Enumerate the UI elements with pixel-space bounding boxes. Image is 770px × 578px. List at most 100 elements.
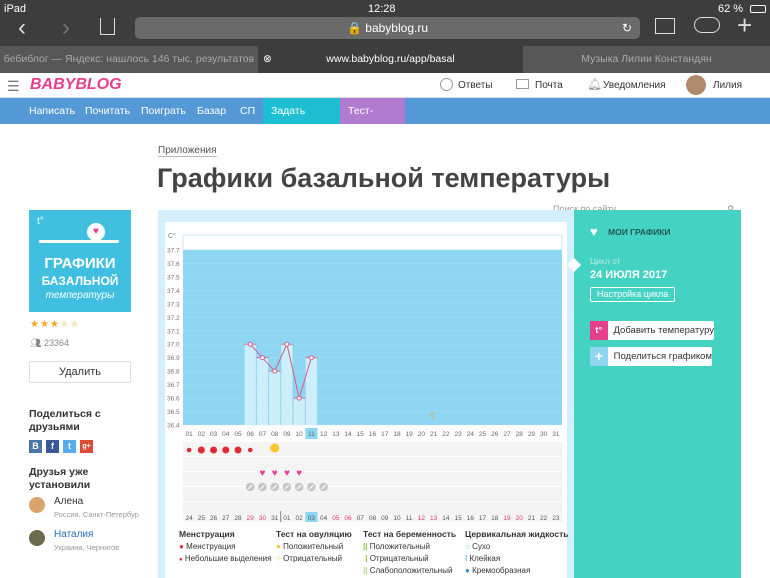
tab-music[interactable]: Музыка Лилии Констандян: [581, 53, 712, 65]
share-chart-button[interactable]: + Поделиться графиком: [590, 347, 712, 366]
nav-read[interactable]: Почитать: [85, 105, 131, 117]
tab-yandex[interactable]: бебиблог — Яндекс: нашлось 146 тыс. резу…: [3, 53, 255, 65]
rating-stars[interactable]: ★★★★★: [30, 319, 80, 330]
users-count: 👥︎ 23364: [30, 338, 69, 349]
x-tick-label: 05: [234, 431, 242, 438]
positive-circle-icon: ●: [276, 542, 281, 551]
reload-icon[interactable]: ↻: [621, 21, 632, 35]
x-tick-label: 13: [332, 431, 340, 438]
friend-avatar[interactable]: [29, 497, 45, 513]
temperature-point: [308, 355, 314, 361]
legend-item: Сухо: [472, 542, 491, 551]
friend-name[interactable]: Алена: [54, 496, 84, 507]
users-count-value: 23364: [43, 338, 69, 348]
star-icon[interactable]: ★: [69, 319, 80, 330]
marker-row: [183, 472, 562, 486]
date-label: 24: [185, 515, 193, 522]
nav-bazaar[interactable]: Базар: [197, 105, 227, 117]
legend-ovulation: Тест на овуляцию ● Положительный ○ Отриц…: [276, 529, 352, 563]
user-name[interactable]: Лилия: [713, 80, 742, 91]
tab-basal-active[interactable]: ⊗ www.babyblog.ru/app/basal: [258, 46, 523, 73]
temperature-chart[interactable]: C° 37.7 37.6 37.5 37.4 37.3 37.2 37.1 37.0 36.9 36…: [165, 222, 567, 522]
share-title: Поделиться с друзьями: [29, 408, 101, 433]
date-label: 19: [503, 515, 511, 522]
my-charts-title[interactable]: МОИ ГРАФИКИ: [608, 227, 671, 237]
date-label: 08: [369, 515, 377, 522]
address-bar[interactable]: 🔒 babyblog.ru ↻: [135, 17, 640, 39]
nav-test-drive[interactable]: Тест-драйв: [340, 98, 405, 143]
x-tick-label: 08: [271, 431, 279, 438]
x-tick-label: 14: [344, 431, 352, 438]
delete-button[interactable]: Удалить: [29, 361, 131, 383]
legend-item: Клейкая: [469, 554, 501, 563]
breadcrumb[interactable]: Приложения: [158, 145, 217, 157]
spotting-drop-icon: [247, 447, 253, 453]
star-icon[interactable]: ★: [49, 319, 60, 330]
date-label: 17: [479, 515, 487, 522]
button-label: Поделиться графиком: [613, 351, 712, 362]
logo-line: температуры: [45, 290, 115, 301]
twitter-share-button[interactable]: t: [63, 440, 76, 453]
nav-sp[interactable]: СП: [240, 105, 256, 117]
back-icon[interactable]: ‹: [18, 14, 26, 41]
plot-header: [182, 234, 563, 251]
x-tick-label: 10: [296, 431, 304, 438]
facebook-share-button[interactable]: f: [46, 440, 59, 453]
google-plus-share-button[interactable]: g+: [80, 440, 93, 453]
date-label: 04: [320, 515, 328, 522]
avatar[interactable]: [686, 75, 706, 95]
x-tick-label: 01: [185, 431, 193, 438]
date-label: 26: [210, 515, 218, 522]
menu-icon[interactable]: ☰: [7, 78, 20, 94]
new-tab-icon[interactable]: +: [737, 10, 753, 40]
temperature-point: [284, 341, 290, 347]
share-icon[interactable]: [100, 18, 115, 35]
star-icon[interactable]: ★: [59, 319, 70, 330]
heart-icon: ♥: [284, 468, 290, 479]
cycle-settings-button[interactable]: Настройка цикла: [590, 287, 676, 302]
temperature-bar: [305, 357, 317, 425]
mail-link[interactable]: Почта: [535, 80, 563, 91]
logo-curve: [39, 240, 119, 243]
menstruation-drop-icon: [197, 446, 205, 454]
gray-mark-slash: [272, 484, 278, 490]
forward-icon[interactable]: ›: [62, 14, 70, 41]
faint-lines-icon: ||: [363, 566, 368, 575]
y-tick-label: 37.1: [167, 328, 180, 335]
nav-play[interactable]: Поиграть: [141, 105, 186, 117]
x-tick-label: 17: [381, 431, 389, 438]
logo-line: ГРАФИКИ: [44, 255, 116, 272]
date-label: 18: [491, 515, 499, 522]
answers-link[interactable]: Ответы: [458, 80, 493, 91]
cloud-tabs-icon[interactable]: [694, 17, 720, 33]
y-tick-label: 36.4: [167, 423, 180, 430]
date-label: 22: [540, 515, 548, 522]
menstruation-drop-icon: [222, 446, 230, 454]
bookmarks-icon[interactable]: [655, 18, 675, 34]
nav-write[interactable]: Написать: [29, 105, 76, 117]
date-label: 23: [552, 515, 560, 522]
one-line-icon: |: [363, 554, 368, 563]
gray-mark-slash: [260, 484, 265, 490]
close-tab-icon[interactable]: ⊗: [263, 53, 272, 65]
add-temperature-button[interactable]: t° Добавить температуру: [590, 321, 714, 340]
dry-icon: ○: [465, 542, 470, 551]
search-icon[interactable]: ⚲: [727, 204, 734, 214]
vk-share-button[interactable]: В: [29, 440, 42, 453]
babyblog-logo[interactable]: BABYBLOG: [30, 76, 122, 93]
heart-icon: ♥: [272, 468, 278, 479]
x-tick-label: 09: [283, 431, 291, 438]
friend-avatar[interactable]: [29, 530, 45, 546]
star-icon[interactable]: ★: [39, 319, 50, 330]
date-label: 30: [259, 515, 267, 522]
star-icon[interactable]: ★: [30, 319, 40, 330]
friend-name[interactable]: Наталия: [54, 529, 94, 540]
x-tick-label: 27: [503, 431, 511, 438]
legend-title: Менструация: [179, 529, 235, 539]
battery-icon: [750, 5, 766, 13]
notifications-link[interactable]: Уведомления: [603, 80, 666, 91]
gray-mark-slash: [247, 484, 253, 490]
date-label: 11: [406, 515, 413, 522]
heart-icon: ♥: [296, 468, 302, 479]
nav-ask-question[interactable]: Задать вопрос: [263, 98, 340, 143]
